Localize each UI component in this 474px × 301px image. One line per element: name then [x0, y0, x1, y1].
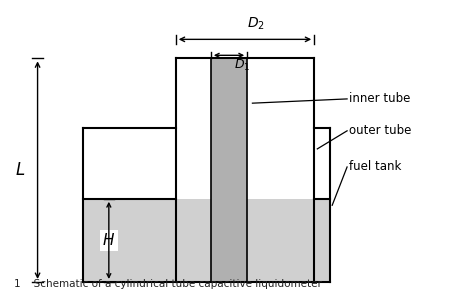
Text: 1    Schematic of a cylindrical tube capacitive liquidometer: 1 Schematic of a cylindrical tube capaci…: [14, 279, 322, 289]
Text: inner tube: inner tube: [349, 92, 410, 105]
Text: fuel tank: fuel tank: [349, 160, 401, 173]
Bar: [211, 58, 247, 282]
Text: $H$: $H$: [102, 232, 115, 248]
Bar: [83, 199, 330, 282]
Text: $D_1$: $D_1$: [234, 57, 251, 73]
Text: $D_2$: $D_2$: [246, 16, 264, 32]
Text: $L$: $L$: [15, 162, 25, 179]
Text: outer tube: outer tube: [349, 124, 411, 137]
